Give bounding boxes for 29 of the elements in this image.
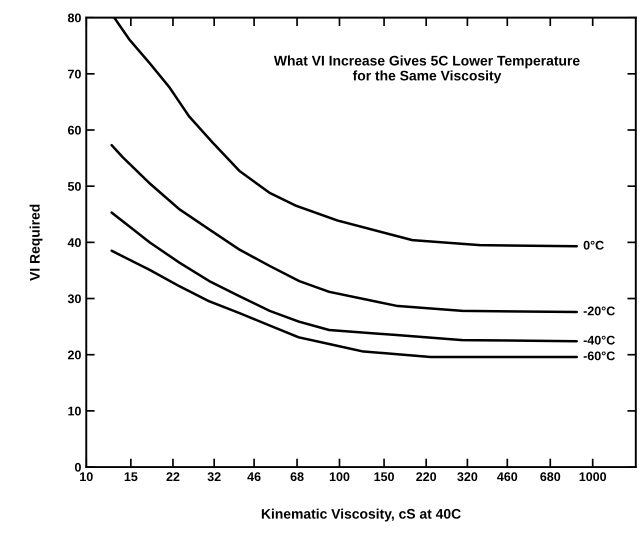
x-tick-label: 680 xyxy=(540,472,560,482)
x-tick-label: 10 xyxy=(80,472,93,482)
x-tick-label: 220 xyxy=(416,472,436,482)
y-tick-label: 60 xyxy=(68,126,81,135)
y-tick-label: 30 xyxy=(68,294,81,304)
series-label: -20°C xyxy=(584,306,615,316)
x-tick-label: 15 xyxy=(124,472,138,482)
series-label: -40°C xyxy=(584,336,615,345)
x-tick-label: 32 xyxy=(208,472,221,482)
y-tick-label: 20 xyxy=(68,350,81,360)
legend-label: -60°C xyxy=(584,351,615,360)
x-tick-label: 460 xyxy=(497,472,518,482)
x-tick-label: 150 xyxy=(374,472,394,482)
x-tick-label: 320 xyxy=(457,472,478,482)
x-tick-label: 100 xyxy=(330,472,350,482)
y-axis-title: VI Required xyxy=(30,204,42,281)
legend-label: 0°C xyxy=(584,240,604,250)
y-tick-label: 50 xyxy=(68,182,81,191)
x-axis-title: Kinematic Viscosity, cS at 40C xyxy=(262,508,461,522)
x-tick-label: 1000 xyxy=(580,472,606,482)
y-tick-label: 40 xyxy=(68,238,81,248)
y-tick-label: 10 xyxy=(68,406,81,416)
y-tick-label: 70 xyxy=(68,70,81,78)
y-tick-label: 80 xyxy=(68,13,81,22)
text: What VI Increase Gives 5C Lower Temperature for the Same Viscosity xyxy=(274,55,580,84)
x-tick-label: 22 xyxy=(166,472,180,481)
y-tick-label: 0 xyxy=(74,462,81,472)
x-tick-label: 46 xyxy=(247,472,261,482)
x-tick-label: 68 xyxy=(290,472,304,482)
